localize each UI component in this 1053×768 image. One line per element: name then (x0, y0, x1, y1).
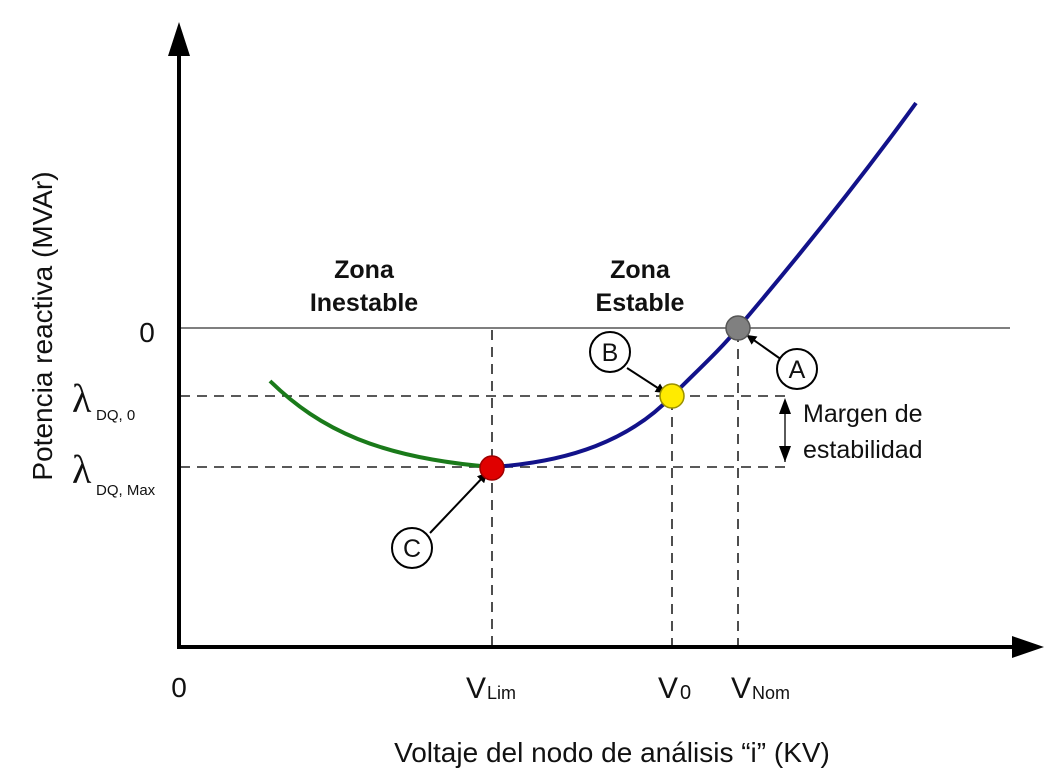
x-axis-arrow-icon (1012, 636, 1044, 658)
label-a-text: A (789, 356, 806, 384)
label-c-circle (391, 527, 433, 569)
zone-unstable-line1: Zona (334, 256, 395, 284)
point-c-marker (479, 455, 505, 481)
x-tick-v0-main: V (658, 672, 678, 705)
label-a-circle (776, 348, 818, 390)
y-tick-zero: 0 (139, 317, 155, 348)
y-axis-title: Potencia reactiva (MVAr) (27, 171, 58, 480)
label-c-text: C (403, 535, 421, 563)
y-tick-dq0-sub: DQ, 0 (96, 407, 135, 424)
y-tick-dq0-lambda: λ (72, 376, 92, 421)
pointer-a-arrow (746, 334, 783, 361)
x-tick-origin: 0 (171, 672, 187, 703)
stable-curve (491, 101, 918, 469)
label-b-text: B (602, 339, 619, 367)
margin-label-line1: Margen de (803, 400, 923, 428)
y-axis-arrow-icon (168, 22, 190, 56)
margin-label-line2: estabilidad (803, 436, 923, 464)
x-tick-vlim-main: V (466, 672, 486, 705)
x-tick-vnom-main: V (731, 672, 751, 705)
point-b-marker (659, 383, 685, 409)
y-tick-dqmax-sub: DQ, Max (96, 482, 156, 499)
pointer-c-arrow (429, 472, 488, 534)
point-a-marker (725, 315, 751, 341)
x-tick-vnom-sub: Nom (752, 683, 790, 703)
x-tick-vlim-sub: Lim (487, 683, 516, 703)
margin-arrow-up-icon (779, 398, 791, 414)
zone-stable-line2: Estable (596, 289, 685, 317)
zone-unstable-line2: Inestable (310, 289, 418, 317)
pointer-b-arrow (626, 367, 666, 394)
x-axis-title: Voltaje del nodo de análisis “i” (KV) (394, 737, 830, 768)
y-tick-dqmax-lambda: λ (72, 447, 92, 492)
x-tick-v0-sub: 0 (680, 682, 691, 704)
zone-stable-line1: Zona (610, 256, 671, 284)
unstable-curve (268, 379, 493, 469)
label-b-circle (589, 331, 631, 373)
margin-arrow-down-icon (779, 446, 791, 462)
